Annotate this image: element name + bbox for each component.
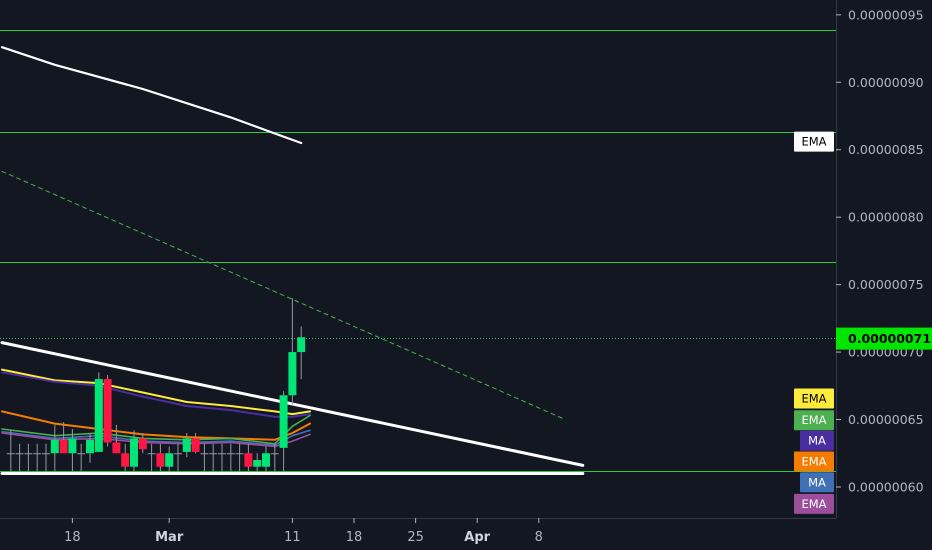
y-tick-label: 0.00000065 bbox=[848, 412, 924, 427]
candle-body[interactable] bbox=[112, 442, 121, 454]
candle-body[interactable] bbox=[94, 379, 103, 452]
x-tick-label: 8 bbox=[535, 530, 543, 545]
badge-text: EMA bbox=[801, 454, 826, 468]
candle-body[interactable] bbox=[86, 439, 94, 454]
candle-body[interactable] bbox=[103, 379, 112, 443]
badge-background bbox=[794, 451, 834, 472]
candle-body[interactable] bbox=[270, 453, 279, 455]
ema-line[interactable] bbox=[0, 46, 303, 145]
candle-body[interactable] bbox=[218, 453, 226, 455]
badge-text: MA bbox=[808, 475, 826, 489]
badge-background bbox=[794, 493, 834, 514]
candle-body[interactable] bbox=[244, 453, 253, 467]
badge-text: EMA bbox=[801, 391, 826, 405]
candle-body[interactable] bbox=[182, 438, 191, 452]
x-tick-label: 18 bbox=[64, 530, 81, 545]
plot-area[interactable] bbox=[0, 30, 932, 475]
y-tick-label: 0.00000095 bbox=[848, 7, 924, 22]
badge-background bbox=[800, 430, 834, 451]
candle-body[interactable] bbox=[226, 453, 235, 455]
badge-background bbox=[794, 410, 834, 431]
ema-badge[interactable]: EMA bbox=[794, 410, 834, 431]
y-tick-label: 0.00000090 bbox=[848, 75, 924, 90]
ema-badge[interactable]: EMA bbox=[794, 388, 834, 409]
x-tick-label: 25 bbox=[407, 530, 424, 545]
candle-body[interactable] bbox=[200, 453, 209, 455]
price-axis-background bbox=[836, 0, 932, 550]
badge-text: EMA bbox=[801, 497, 826, 511]
candle-body[interactable] bbox=[262, 453, 270, 467]
candle-body[interactable] bbox=[68, 438, 77, 454]
y-tick-label: 0.00000080 bbox=[848, 210, 924, 225]
trendline[interactable] bbox=[1, 170, 566, 421]
candle-body[interactable] bbox=[235, 453, 244, 455]
x-tick-label: 11 bbox=[284, 530, 301, 545]
candle-body[interactable] bbox=[209, 453, 218, 455]
price-axis[interactable]: 0.000000600.000000650.000000700.00000075… bbox=[836, 0, 932, 550]
candle-body[interactable] bbox=[156, 453, 165, 467]
ma-badge[interactable]: MA bbox=[800, 430, 834, 451]
candle-body[interactable] bbox=[33, 453, 42, 455]
y-tick-label: 0.00000060 bbox=[848, 479, 924, 494]
candle-body[interactable] bbox=[191, 438, 200, 452]
candle-body[interactable] bbox=[24, 453, 33, 455]
x-tick-label: Apr bbox=[464, 530, 490, 545]
x-tick-label: Mar bbox=[155, 530, 184, 545]
time-axis-background bbox=[0, 518, 836, 550]
candle-body[interactable] bbox=[130, 438, 138, 467]
candle-body[interactable] bbox=[121, 453, 130, 467]
badge-text: EMA bbox=[801, 135, 826, 149]
candle-body[interactable] bbox=[42, 453, 50, 455]
candle-body[interactable] bbox=[165, 453, 174, 467]
candle-body[interactable] bbox=[297, 337, 306, 353]
badge-background bbox=[794, 388, 834, 409]
candle-body[interactable] bbox=[288, 352, 297, 396]
current-price-tag bbox=[836, 327, 932, 350]
candle-body[interactable] bbox=[253, 459, 262, 467]
time-axis[interactable]: 18 Mar 11 18 25 Apr 8 bbox=[0, 518, 836, 550]
ma-badge[interactable]: MA bbox=[800, 472, 834, 493]
current-price-label: 0.00000071 bbox=[848, 331, 931, 346]
badge-background bbox=[800, 472, 834, 493]
ema-badge[interactable]: EMA bbox=[794, 493, 834, 514]
ema-badge[interactable]: EMA bbox=[794, 451, 834, 472]
candle-body[interactable] bbox=[59, 439, 68, 454]
candle-body[interactable] bbox=[6, 453, 15, 455]
y-tick-label: 0.00000085 bbox=[848, 142, 924, 157]
candle-body[interactable] bbox=[174, 453, 182, 455]
ema-badge[interactable]: EMA bbox=[794, 131, 834, 152]
badge-background bbox=[794, 131, 834, 152]
y-tick-label: 0.00000075 bbox=[848, 277, 924, 292]
candle-body[interactable] bbox=[147, 453, 156, 455]
candle-body[interactable] bbox=[15, 453, 24, 455]
candle-body[interactable] bbox=[50, 439, 59, 454]
candle-body[interactable] bbox=[279, 395, 288, 448]
badge-text: MA bbox=[808, 434, 826, 448]
badge-text: EMA bbox=[801, 413, 826, 427]
x-tick-label: 18 bbox=[346, 530, 363, 545]
candle-body[interactable] bbox=[77, 453, 86, 455]
candle-body[interactable] bbox=[138, 438, 147, 450]
